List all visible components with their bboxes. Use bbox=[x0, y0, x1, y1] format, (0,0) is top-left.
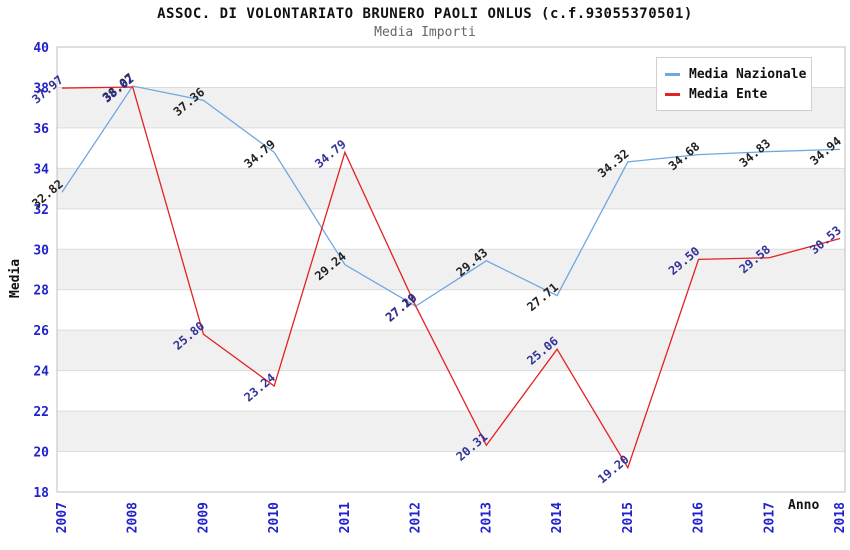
plot-border bbox=[56, 46, 846, 493]
x-tick-label: 2014 bbox=[550, 502, 565, 533]
x-tick-label: 2010 bbox=[267, 502, 282, 533]
legend-item-media-ente: Media Ente bbox=[665, 84, 803, 104]
data-label: 34.79 bbox=[312, 137, 349, 171]
y-tick-label: 32 bbox=[33, 203, 49, 218]
data-label: 19.20 bbox=[595, 452, 632, 486]
x-tick-label: 2011 bbox=[338, 502, 353, 533]
y-tick-label: 34 bbox=[33, 162, 49, 177]
y-tick-label: 38 bbox=[33, 81, 49, 96]
data-label: 27.20 bbox=[383, 290, 420, 324]
x-tick-label: 2015 bbox=[621, 502, 636, 533]
y-axis-title: Media bbox=[8, 258, 23, 298]
plot-band bbox=[57, 168, 845, 209]
data-label: 34.94 bbox=[807, 134, 844, 168]
legend-marker-media-ente bbox=[665, 92, 680, 96]
legend-item-media-nazionale: Media Nazionale bbox=[665, 64, 807, 84]
chart-subtitle: Media Importi bbox=[374, 25, 476, 40]
plot-band bbox=[57, 411, 845, 452]
y-tick-label: 22 bbox=[33, 405, 49, 420]
y-tick-label: 40 bbox=[33, 41, 49, 56]
y-tick-label: 18 bbox=[33, 486, 49, 501]
x-tick-label: 2008 bbox=[126, 502, 141, 533]
plot-band bbox=[57, 330, 845, 371]
x-tick-label: 2012 bbox=[409, 502, 424, 533]
x-tick-label: 2016 bbox=[692, 502, 707, 533]
series-line-media-ente bbox=[61, 86, 841, 470]
legend-label-media-ente: Media Ente bbox=[689, 86, 768, 102]
x-axis-title: Anno bbox=[788, 498, 820, 513]
y-tick-label: 24 bbox=[33, 365, 49, 380]
y-tick-label: 26 bbox=[33, 324, 49, 339]
y-tick-label: 30 bbox=[33, 243, 49, 258]
x-tick-label: 2007 bbox=[55, 502, 70, 533]
series-line-media-nazionale bbox=[61, 85, 841, 307]
x-tick-label: 2013 bbox=[479, 502, 494, 533]
x-tick-label: 2018 bbox=[833, 502, 848, 533]
legend: Media Nazionale Media Ente bbox=[656, 57, 812, 111]
y-tick-label: 20 bbox=[33, 446, 49, 461]
legend-label-media-nazionale: Media Nazionale bbox=[689, 66, 807, 82]
chart-title: ASSOC. DI VOLONTARIATO BRUNERO PAOLI ONL… bbox=[157, 6, 693, 22]
legend-marker-media-nazionale bbox=[665, 72, 680, 76]
x-tick-label: 2009 bbox=[196, 502, 211, 533]
y-tick-label: 28 bbox=[33, 284, 49, 299]
y-tick-label: 36 bbox=[33, 122, 49, 137]
x-tick-label: 2017 bbox=[762, 502, 777, 533]
